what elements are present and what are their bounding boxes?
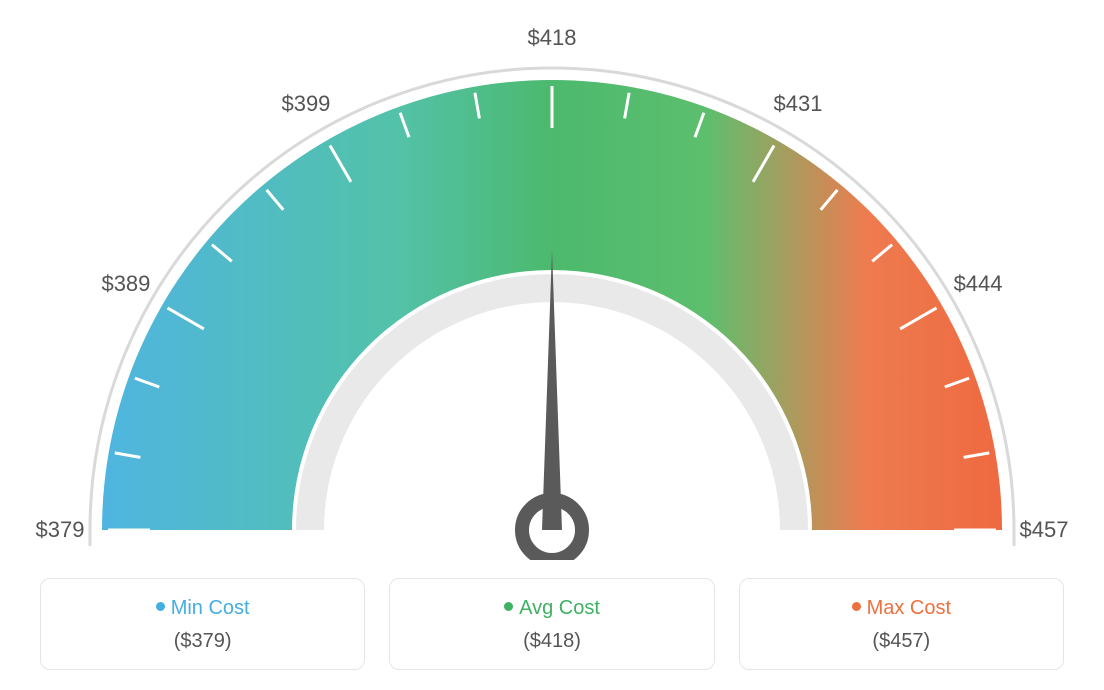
tick-label: $457 [1020,517,1069,543]
legend-max-text: Max Cost [867,597,951,619]
legend-row: Min Cost ($379) Avg Cost ($418) Max Cost… [40,578,1064,670]
legend-min-dot [156,602,165,611]
legend-avg-label: Avg Cost [390,597,713,620]
tick-label: $444 [954,271,1003,297]
chart-container: $379 $389 $399 $418 $431 $444 $457 Min Cost ($… [0,0,1104,690]
legend-min-text: Min Cost [171,597,250,619]
legend-min-label: Min Cost [41,597,364,620]
legend-avg-value: ($418) [390,630,713,653]
legend-avg: Avg Cost ($418) [389,578,714,670]
legend-max-value: ($457) [740,630,1063,653]
tick-label: $418 [528,25,577,51]
legend-min: Min Cost ($379) [40,578,365,670]
tick-label: $399 [281,91,330,117]
tick-label: $431 [774,91,823,117]
tick-label: $389 [101,271,150,297]
tick-label: $379 [36,517,85,543]
legend-max: Max Cost ($457) [739,578,1064,670]
legend-max-dot [852,602,861,611]
legend-max-label: Max Cost [740,597,1063,620]
legend-avg-text: Avg Cost [519,597,600,619]
gauge-svg [0,0,1104,560]
legend-avg-dot [504,602,513,611]
gauge-area: $379 $389 $399 $418 $431 $444 $457 [0,0,1104,560]
legend-min-value: ($379) [41,630,364,653]
